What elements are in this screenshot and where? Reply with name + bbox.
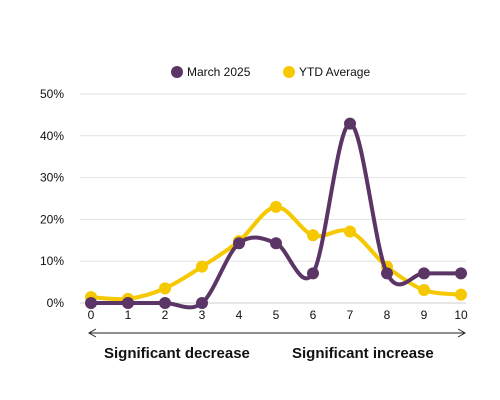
x-tick-label: 1 (125, 308, 132, 322)
y-tick-label: 10% (40, 254, 64, 268)
gridlines (80, 93, 466, 304)
x-tick-label: 8 (384, 308, 391, 322)
direction-arrow (87, 328, 467, 338)
data-point-ytd-average (270, 200, 282, 213)
annotation-significant-increase: Significant increase (292, 345, 434, 362)
x-tick-label: 9 (421, 308, 428, 322)
data-point-march-2025 (307, 267, 319, 280)
data-point-march-2025 (381, 267, 393, 280)
x-tick-label: 6 (310, 308, 317, 322)
x-tick-label: 0 (88, 308, 95, 322)
series (85, 117, 467, 310)
x-tick-label: 4 (236, 308, 243, 322)
data-point-march-2025 (455, 267, 467, 280)
data-point-march-2025 (418, 267, 430, 280)
data-point-ytd-average (159, 282, 171, 295)
y-tick-label: 40% (40, 129, 64, 143)
x-axis-ticks: 0 1 2 3 4 5 6 7 8 9 10 (88, 308, 468, 322)
arrow-head-right (457, 328, 467, 338)
y-tick-label: 30% (40, 171, 64, 185)
data-point-march-2025 (344, 117, 356, 130)
series-march-2025 (85, 117, 467, 310)
x-tick-label: 2 (162, 308, 169, 322)
data-point-ytd-average (455, 288, 467, 301)
legend-label-march-2025: March 2025 (187, 65, 251, 79)
arrow-head-left (87, 328, 97, 338)
data-point-march-2025 (270, 237, 282, 250)
data-point-ytd-average (196, 260, 208, 273)
data-point-ytd-average (307, 229, 319, 242)
legend: March 2025 YTD Average (171, 65, 370, 79)
x-tick-label: 7 (347, 308, 354, 322)
data-point-march-2025 (159, 297, 171, 309)
data-point-ytd-average (418, 284, 430, 297)
legend-label-ytd-average: YTD Average (299, 65, 370, 79)
data-point-ytd-average (344, 225, 356, 238)
data-point-march-2025 (85, 297, 97, 309)
legend-swatch-march-2025 (171, 66, 183, 78)
y-tick-label: 0% (47, 296, 65, 310)
y-tick-label: 50% (40, 87, 64, 101)
y-tick-label: 20% (40, 212, 64, 226)
x-tick-label: 5 (273, 308, 280, 322)
data-point-march-2025 (122, 297, 134, 309)
x-tick-label: 3 (199, 308, 206, 322)
y-axis-ticks: 0% 10% 20% 30% 40% 50% (40, 87, 64, 310)
series-line-ytd-average (89, 204, 463, 302)
annotation-significant-decrease: Significant decrease (104, 345, 250, 362)
data-point-march-2025 (233, 237, 245, 250)
legend-swatch-ytd-average (283, 66, 295, 78)
data-point-march-2025 (196, 297, 208, 309)
x-tick-label: 10 (454, 308, 468, 322)
series-ytd-average (85, 200, 467, 305)
